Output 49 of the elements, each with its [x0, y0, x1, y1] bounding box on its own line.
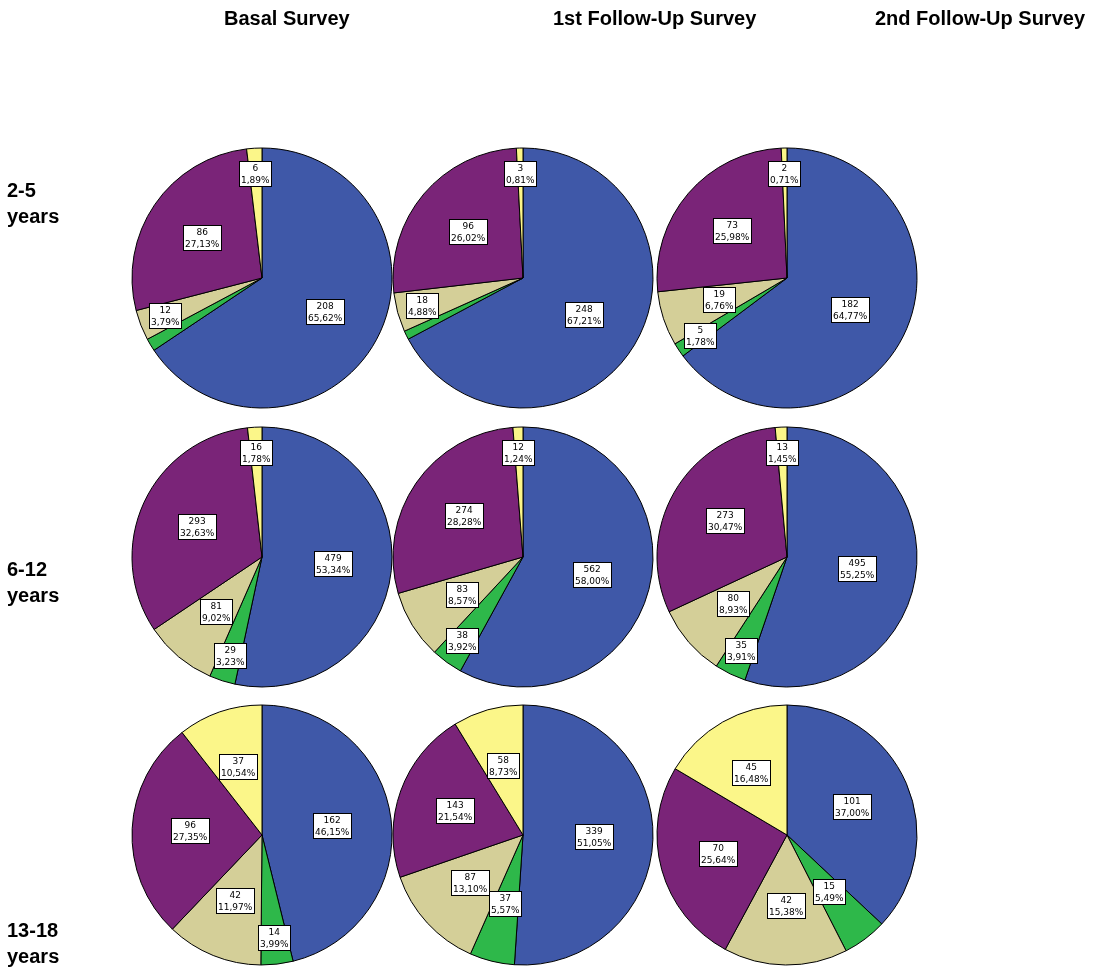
data-label: 12 1,24% — [504, 442, 534, 464]
data-label: 87 13,10% — [453, 872, 488, 894]
data-label: 562 58,00% — [575, 564, 610, 586]
data-label: 80 8,93% — [719, 593, 749, 615]
data-label: 15 5,49% — [815, 881, 845, 903]
data-label: 162 46,15% — [315, 815, 350, 837]
chart-title: 1st Follow-Up Survey — [553, 7, 758, 29]
data-label: 37 10,54% — [221, 756, 256, 778]
data-label: 45 16,48% — [734, 762, 769, 784]
data-label: 479 53,34% — [316, 553, 351, 575]
data-label: 13 1,45% — [768, 442, 798, 464]
data-label: 208 65,62% — [308, 301, 343, 323]
data-label: 248 67,21% — [567, 304, 602, 326]
data-label: 2 0,71% — [770, 163, 800, 185]
data-label: 37 5,57% — [491, 893, 521, 915]
data-label: 16 1,78% — [242, 442, 272, 464]
data-label: 274 28,28% — [447, 505, 482, 527]
data-label: 81 9,02% — [202, 601, 232, 623]
data-label: 293 32,63% — [180, 516, 215, 538]
data-label: 70 25,64% — [701, 843, 736, 865]
data-label: 143 21,54% — [438, 800, 473, 822]
data-label: 101 37,00% — [835, 796, 870, 818]
data-label: 96 26,02% — [451, 221, 486, 243]
text: 6-12 years — [7, 558, 60, 606]
data-label: 18 4,88% — [408, 295, 438, 317]
data-label: 42 15,38% — [769, 895, 804, 917]
data-label: 96 27,35% — [173, 820, 208, 842]
data-label: 273 30,47% — [708, 510, 743, 532]
text: 2-5 years — [7, 179, 60, 227]
data-label: 38 3,92% — [448, 630, 478, 652]
data-label: 83 8,57% — [448, 584, 478, 606]
data-label: 3 0,81% — [506, 163, 536, 185]
data-label: 86 27,13% — [185, 227, 220, 249]
data-label: 495 55,25% — [840, 558, 875, 580]
data-label: 5 1,78% — [686, 325, 716, 347]
text: 2nd Follow-Up Survey — [875, 7, 1086, 29]
data-label: 339 51,05% — [577, 826, 612, 848]
text: 13-18 years — [7, 919, 60, 967]
data-label: 19 6,76% — [705, 289, 735, 311]
data-label: 29 3,23% — [216, 645, 246, 667]
data-label: 42 11,97% — [218, 890, 253, 912]
data-label: 73 25,98% — [715, 220, 750, 242]
data-label: 182 64,77% — [833, 299, 868, 321]
data-label: 14 3,99% — [260, 927, 290, 949]
chart-title: Basal Survey — [224, 7, 351, 29]
data-label: 12 3,79% — [151, 305, 181, 327]
data-label: 35 3,91% — [727, 640, 757, 662]
data-label: 6 1,89% — [241, 163, 271, 185]
data-label: 58 8,73% — [489, 755, 519, 777]
